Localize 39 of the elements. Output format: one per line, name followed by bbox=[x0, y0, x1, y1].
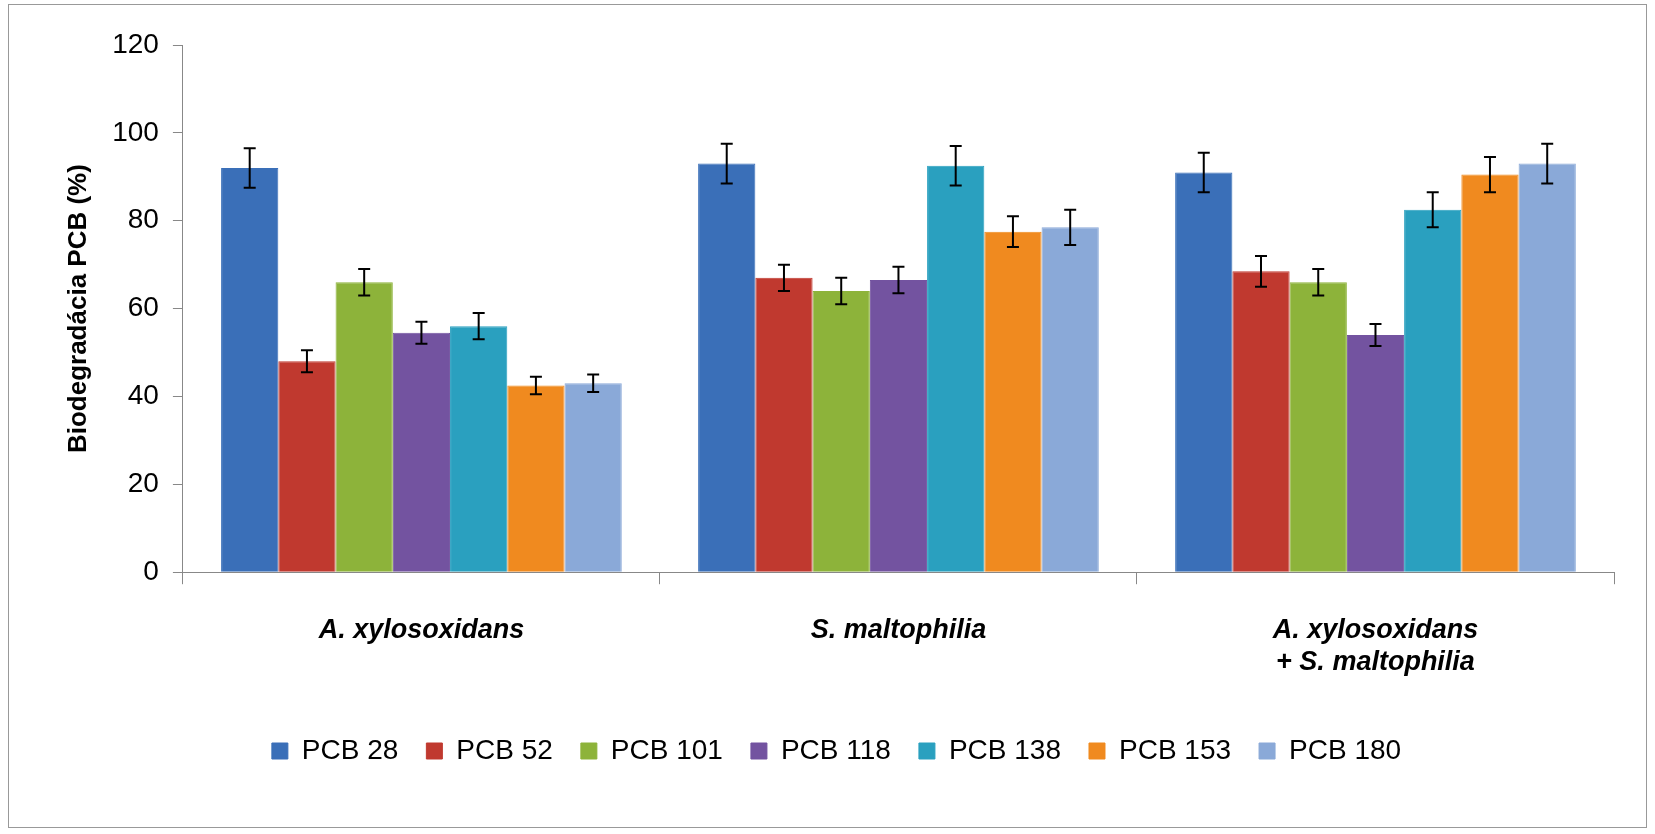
y-tick-label: 100 bbox=[112, 115, 159, 147]
bar bbox=[927, 165, 985, 572]
legend-label: PCB 153 bbox=[1118, 733, 1232, 765]
legend-label: PCB 118 bbox=[780, 733, 891, 765]
bar bbox=[1346, 334, 1405, 572]
y-axis-title: Biodegradácia PCB (%) bbox=[61, 164, 92, 454]
x-tick-label: A. xylosoxidans bbox=[317, 613, 525, 644]
y-tick-label: 0 bbox=[143, 554, 159, 586]
bar bbox=[1289, 282, 1347, 572]
legend-label: PCB 180 bbox=[1289, 733, 1402, 765]
bar bbox=[564, 383, 622, 572]
bar bbox=[1404, 209, 1462, 572]
legend-label: PCB 52 bbox=[456, 733, 553, 765]
bar bbox=[984, 231, 1042, 572]
bar bbox=[1175, 172, 1233, 572]
bar bbox=[1041, 227, 1099, 572]
bar bbox=[1232, 271, 1290, 572]
bar bbox=[450, 326, 508, 572]
bar bbox=[392, 332, 451, 572]
y-tick-label: 40 bbox=[127, 379, 159, 411]
bar bbox=[507, 385, 565, 572]
bar bbox=[755, 277, 813, 572]
bar bbox=[1518, 163, 1576, 572]
y-tick-label: 80 bbox=[127, 203, 159, 235]
x-tick-label: S. maltophilia bbox=[810, 613, 987, 644]
bar bbox=[869, 280, 928, 572]
y-tick-label: 20 bbox=[127, 467, 159, 499]
bar bbox=[221, 168, 279, 572]
bar bbox=[698, 163, 756, 572]
y-tick-label: 60 bbox=[127, 291, 159, 323]
bar bbox=[1461, 174, 1519, 572]
legend-label: PCB 28 bbox=[301, 733, 399, 765]
legend-label: PCB 138 bbox=[948, 733, 1061, 765]
x-tick-label: A. xylosoxidans + S. maltophilia bbox=[1271, 613, 1479, 677]
y-tick-label: 120 bbox=[112, 27, 159, 59]
bar bbox=[812, 291, 870, 572]
bar bbox=[335, 282, 393, 572]
bar bbox=[278, 361, 336, 572]
legend-label: PCB 101 bbox=[610, 733, 723, 765]
